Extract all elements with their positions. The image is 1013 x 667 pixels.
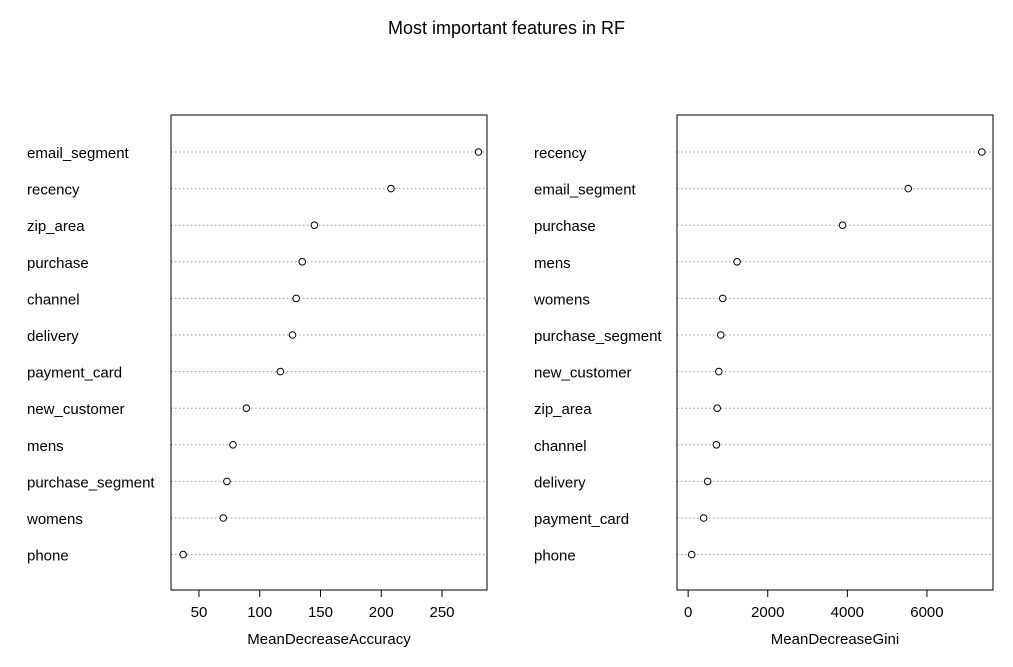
data-point	[978, 148, 986, 156]
data-point	[838, 221, 847, 229]
feature-label: zip_area	[534, 401, 592, 418]
data-point	[223, 477, 231, 486]
data-point	[713, 404, 721, 413]
data-point	[733, 258, 741, 266]
feature-label: email_segment	[534, 182, 637, 199]
plot-frame	[170, 114, 488, 591]
data-point	[298, 258, 307, 266]
data-point	[718, 294, 727, 303]
feature-label: payment_card	[27, 365, 122, 382]
data-point	[687, 550, 696, 559]
data-point	[219, 514, 228, 522]
feature-label: delivery	[534, 474, 586, 491]
feature-label: phone	[534, 548, 576, 565]
feature-label: purchase_segment	[27, 474, 155, 491]
x-tick-label: 6000	[910, 604, 943, 621]
feature-label: recency	[534, 145, 587, 162]
feature-label: email_segment	[27, 145, 130, 162]
data-point	[387, 184, 395, 193]
x-tick-label: 250	[430, 604, 455, 621]
x-tick-label: 0	[684, 604, 692, 621]
x-tick-label: 4000	[831, 604, 864, 621]
data-point	[904, 184, 913, 193]
feature-label: new_customer	[534, 365, 632, 382]
data-point	[229, 441, 237, 449]
feature-label: new_customer	[27, 401, 125, 418]
feature-label: purchase	[534, 218, 596, 235]
x-tick-label: 2000	[751, 604, 784, 621]
data-point	[310, 221, 319, 229]
x-tick-label: 100	[247, 604, 272, 621]
feature-label: phone	[27, 548, 69, 565]
data-point	[716, 331, 725, 339]
plot-frame	[676, 114, 994, 591]
feature-label: mens	[534, 255, 571, 272]
feature-label: mens	[27, 438, 64, 455]
x-axis-label: MeanDecreaseGini	[771, 631, 899, 648]
feature-label: zip_area	[27, 218, 85, 235]
feature-label: purchase	[27, 255, 89, 272]
data-point	[714, 367, 723, 376]
data-point	[292, 294, 300, 303]
x-tick-label: 50	[191, 604, 208, 621]
data-point	[703, 477, 712, 486]
x-tick-label: 150	[308, 604, 333, 621]
feature-label: payment_card	[534, 511, 629, 528]
data-point	[242, 404, 251, 413]
data-point	[474, 148, 483, 156]
data-point	[288, 331, 297, 339]
data-point	[712, 441, 721, 449]
panel-mean-decrease-gini: recency email_segment purchase mens womens pu…	[533, 114, 994, 648]
feature-label: purchase_segment	[534, 328, 662, 345]
feature-label: channel	[27, 291, 80, 308]
data-point	[179, 550, 187, 559]
x-axis-label: MeanDecreaseAccuracy	[247, 631, 411, 648]
feature-label: recency	[27, 182, 80, 199]
data-point	[699, 514, 708, 522]
chart-title: Most important features in RF	[387, 18, 626, 38]
feature-label: womens	[26, 511, 83, 528]
feature-label: womens	[533, 291, 590, 308]
feature-label: delivery	[27, 328, 79, 345]
data-point	[276, 367, 285, 376]
feature-label: channel	[534, 438, 587, 455]
x-tick-label: 200	[369, 604, 394, 621]
